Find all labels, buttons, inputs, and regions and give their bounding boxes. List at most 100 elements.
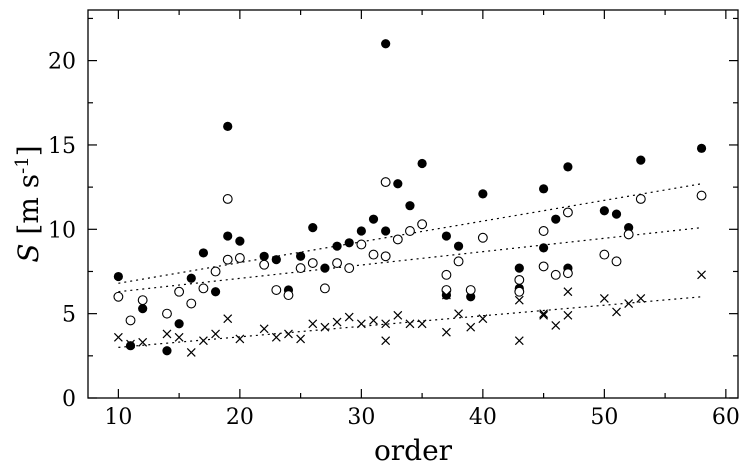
y-axis-label-close: ] xyxy=(12,145,45,156)
point-cross xyxy=(551,321,561,330)
point-cross xyxy=(393,310,403,320)
point-cross xyxy=(271,332,281,342)
point-filled xyxy=(417,158,427,169)
y-axis-label: S [m s-1] xyxy=(12,145,45,262)
point-open xyxy=(125,315,136,326)
point-cross xyxy=(162,329,172,339)
point-cross xyxy=(235,334,245,344)
point-filled xyxy=(186,273,196,283)
point-open xyxy=(465,285,476,295)
point-cross xyxy=(405,319,415,329)
point-open xyxy=(453,256,464,267)
point-cross xyxy=(174,332,184,342)
point-cross xyxy=(113,332,123,342)
point-cross xyxy=(284,329,293,339)
point-open xyxy=(417,219,428,230)
trend-line-2 xyxy=(118,227,702,293)
y-axis-label-exponent: -1 xyxy=(12,156,33,174)
point-filled xyxy=(453,241,464,251)
point-cross xyxy=(356,319,366,329)
point-filled xyxy=(611,209,622,219)
point-open xyxy=(113,291,124,302)
point-open xyxy=(186,298,197,309)
point-cross xyxy=(563,287,573,297)
point-open xyxy=(550,269,561,280)
point-filled xyxy=(441,231,452,241)
point-cross xyxy=(539,309,549,319)
data-points xyxy=(113,39,707,357)
point-open xyxy=(222,254,233,265)
point-filled xyxy=(223,121,233,131)
point-filled xyxy=(198,248,209,258)
point-open xyxy=(405,226,415,236)
point-open xyxy=(380,251,391,262)
point-open xyxy=(271,285,282,295)
point-open xyxy=(319,283,330,294)
point-open xyxy=(562,207,573,218)
point-cross xyxy=(599,294,609,303)
point-open xyxy=(380,177,391,188)
point-cross xyxy=(539,310,549,320)
point-filled xyxy=(478,189,488,199)
point-open xyxy=(441,269,452,280)
point-filled xyxy=(551,214,561,224)
point-filled xyxy=(599,206,609,216)
y-tick-label: 5 xyxy=(62,303,76,328)
point-filled xyxy=(259,251,269,261)
point-cross xyxy=(514,336,524,346)
point-cross xyxy=(138,337,148,347)
x-tick-label: 30 xyxy=(347,405,375,430)
point-filled xyxy=(296,251,306,261)
point-filled xyxy=(235,236,245,246)
point-filled xyxy=(320,263,330,273)
point-open xyxy=(295,263,306,274)
point-filled xyxy=(113,271,123,282)
point-open xyxy=(210,266,221,277)
x-tick-label: 60 xyxy=(712,405,740,430)
x-tick-label: 10 xyxy=(104,405,132,430)
point-filled xyxy=(332,241,342,251)
point-open xyxy=(162,308,172,319)
point-filled xyxy=(539,184,549,194)
point-cross xyxy=(381,336,391,346)
point-open xyxy=(696,190,707,201)
y-axis-ticks: 0 5 10 15 20 xyxy=(48,17,738,412)
point-open xyxy=(623,229,634,240)
point-cross xyxy=(211,329,220,339)
y-axis-label-symbol: S xyxy=(12,243,45,262)
point-cross xyxy=(454,309,463,319)
x-tick-label: 40 xyxy=(469,405,497,430)
point-cross xyxy=(514,295,524,305)
point-open xyxy=(174,286,185,297)
point-cross xyxy=(186,348,196,357)
point-filled xyxy=(696,143,707,153)
y-tick-label: 0 xyxy=(62,387,76,412)
point-open xyxy=(222,193,233,204)
point-cross xyxy=(296,334,306,344)
point-filled xyxy=(381,39,391,49)
point-filled xyxy=(624,223,634,233)
point-cross xyxy=(441,327,451,337)
point-filled xyxy=(308,223,318,233)
point-cross xyxy=(441,290,451,300)
point-filled xyxy=(514,263,524,273)
point-cross xyxy=(198,336,208,346)
point-cross xyxy=(332,317,342,327)
point-filled xyxy=(210,287,221,297)
x-tick-label: 20 xyxy=(226,405,254,430)
point-filled xyxy=(162,346,172,356)
point-open xyxy=(283,290,294,301)
point-open xyxy=(562,268,573,279)
point-filled xyxy=(368,214,379,224)
point-cross xyxy=(126,339,135,349)
point-open xyxy=(635,193,646,204)
point-filled xyxy=(174,319,184,329)
point-open xyxy=(368,249,379,260)
point-cross xyxy=(417,319,427,329)
point-filled xyxy=(138,303,148,314)
point-open xyxy=(198,283,209,294)
point-open xyxy=(514,274,525,285)
point-cross xyxy=(320,322,330,332)
point-cross xyxy=(563,310,573,320)
trend-line-3 xyxy=(118,296,702,348)
